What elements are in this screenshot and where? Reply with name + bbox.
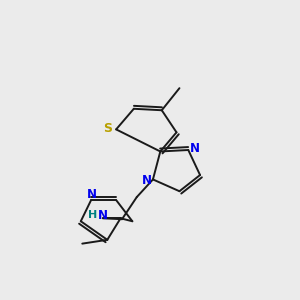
Text: H: H <box>88 210 97 220</box>
Text: S: S <box>103 122 112 135</box>
Text: N: N <box>142 174 152 188</box>
Text: N: N <box>98 209 108 222</box>
Text: N: N <box>190 142 200 155</box>
Text: N: N <box>87 188 97 201</box>
